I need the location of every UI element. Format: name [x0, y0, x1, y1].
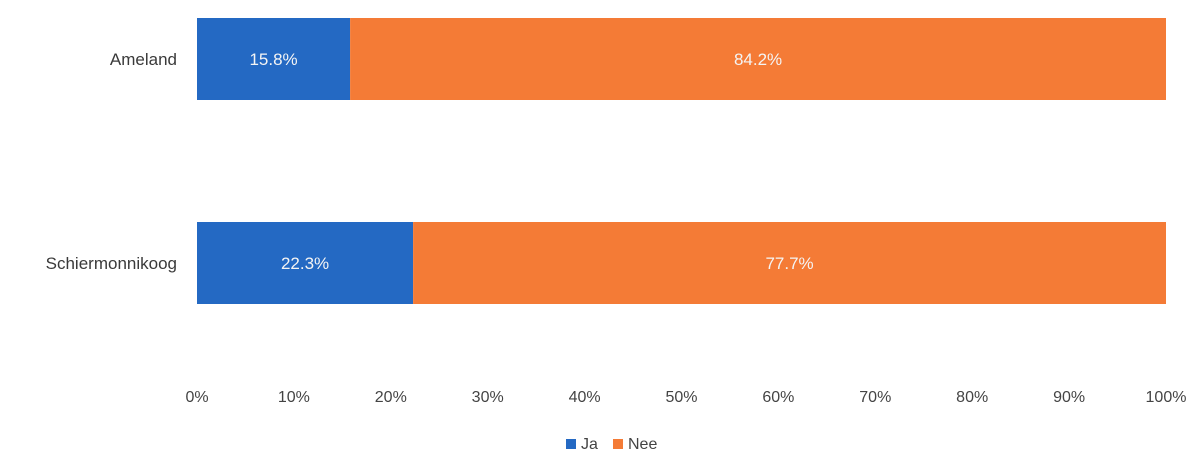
legend: Ja Nee — [566, 436, 657, 453]
x-tick-label: 70% — [859, 389, 891, 406]
data-label-ameland-ja: 15.8% — [249, 50, 297, 69]
bar-schiermonnikoog-nee — [413, 222, 1166, 304]
bars-group: 15.8% 84.2% 22.3% 77.7% — [197, 18, 1166, 304]
legend-swatch-nee — [613, 439, 623, 449]
bar-ameland-ja — [197, 18, 351, 100]
legend-label-nee: Nee — [628, 436, 657, 453]
x-tick-label: 60% — [762, 389, 794, 406]
x-tick-label: 0% — [185, 389, 208, 406]
x-tick-label: 100% — [1146, 389, 1187, 406]
x-tick-label: 20% — [375, 389, 407, 406]
bar-schiermonnikoog-ja — [197, 222, 414, 304]
x-tick-label: 80% — [956, 389, 988, 406]
legend-label-ja: Ja — [581, 436, 598, 453]
x-tick-label: 40% — [569, 389, 601, 406]
x-tick-label: 90% — [1053, 389, 1085, 406]
category-labels: Ameland Schiermonnikoog — [46, 50, 177, 273]
x-axis-tick-labels: 0% 10% 20% 30% 40% 50% 60% 70% 80% 90% 100% — [185, 389, 1186, 406]
data-label-schiermonnikoog-nee: 77.7% — [765, 254, 813, 273]
bar-ameland-nee — [350, 18, 1166, 100]
x-tick-label: 50% — [665, 389, 697, 406]
x-tick-label: 10% — [278, 389, 310, 406]
category-label-ameland: Ameland — [110, 50, 177, 69]
data-label-ameland-nee: 84.2% — [734, 50, 782, 69]
category-label-schiermonnikoog: Schiermonnikoog — [46, 254, 177, 273]
x-tick-label: 30% — [472, 389, 504, 406]
legend-swatch-ja — [566, 439, 576, 449]
data-label-schiermonnikoog-ja: 22.3% — [281, 254, 329, 273]
